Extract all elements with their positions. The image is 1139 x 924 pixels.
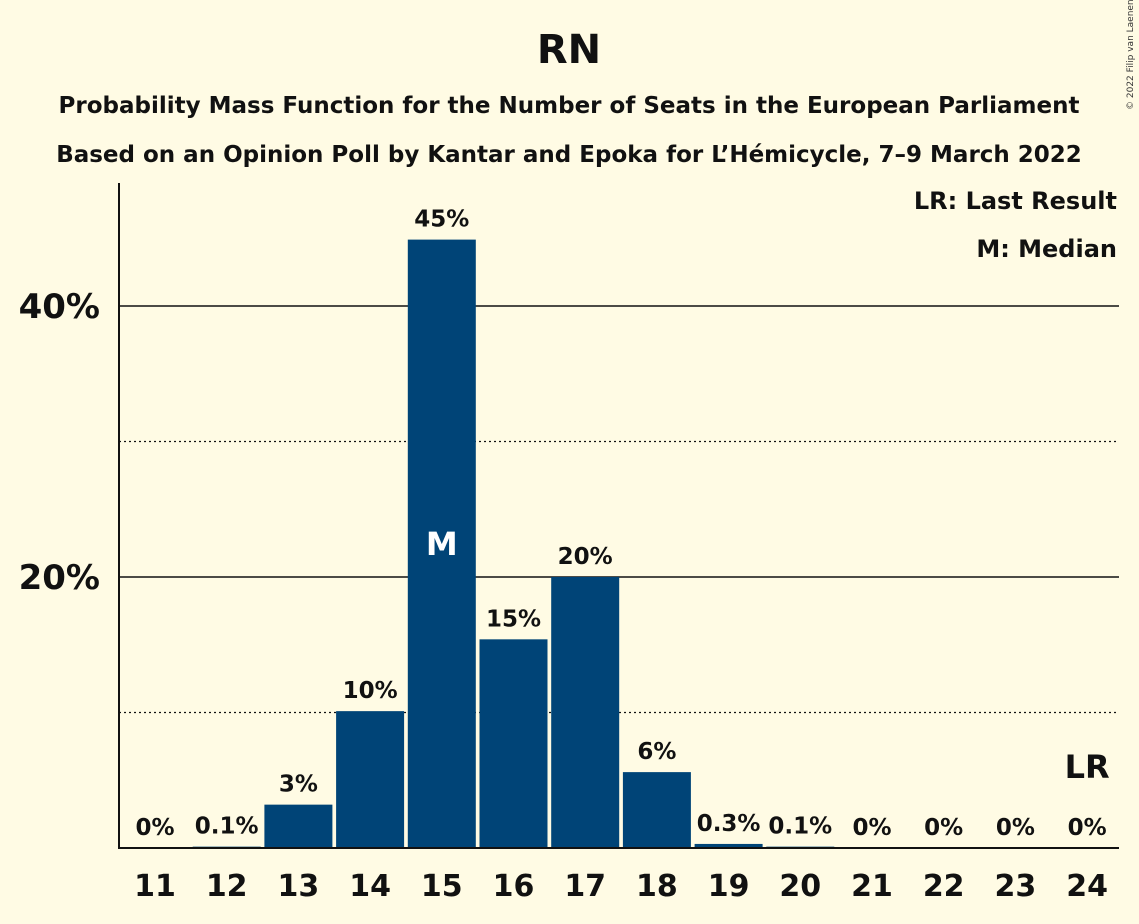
data-label-seats-21: 0% xyxy=(852,815,891,841)
chart-subtitle-line-1: Probability Mass Function for the Number… xyxy=(59,93,1080,119)
data-label-seats-17: 20% xyxy=(558,544,613,570)
data-label-seats-18: 6% xyxy=(637,739,676,765)
data-label-seats-13: 3% xyxy=(279,772,318,798)
data-label-seats-20: 0.1% xyxy=(768,814,832,840)
data-label-seats-22: 0% xyxy=(924,815,963,841)
data-label-seats-15: 45% xyxy=(414,207,469,233)
x-tick-label-13: 13 xyxy=(278,869,320,904)
median-marker: M xyxy=(426,525,458,563)
bar-seats-15 xyxy=(407,239,476,849)
bar-seats-16 xyxy=(479,639,548,848)
data-label-seats-24: 0% xyxy=(1068,815,1107,841)
x-tick-label-18: 18 xyxy=(636,869,678,904)
data-label-seats-11: 0% xyxy=(135,815,174,841)
y-axis-ticks: 20% 40% xyxy=(19,287,100,598)
data-label-seats-23: 0% xyxy=(996,815,1035,841)
data-label-seats-14: 10% xyxy=(343,678,398,704)
data-label-seats-19: 0.3% xyxy=(697,811,761,837)
data-label-seats-16: 15% xyxy=(486,606,541,632)
x-tick-label-15: 15 xyxy=(421,869,463,904)
legend-median: M: Median xyxy=(976,235,1117,263)
data-label-seats-12: 0.1% xyxy=(195,814,259,840)
bar-seats-19 xyxy=(694,843,763,848)
last-result-marker: LR xyxy=(1065,748,1110,786)
x-tick-label-23: 23 xyxy=(995,869,1037,904)
bar-seats-18 xyxy=(622,772,691,848)
x-tick-label-24: 24 xyxy=(1066,869,1108,904)
x-tick-label-11: 11 xyxy=(134,869,176,904)
chart-subtitle-line-2: Based on an Opinion Poll by Kantar and E… xyxy=(56,142,1082,168)
bar-seats-14 xyxy=(336,711,405,848)
copyright-notice: © 2022 Filip van Laenen xyxy=(1126,0,1136,110)
y-tick-label: 20% xyxy=(19,558,100,598)
x-axis-ticks: 11 12 13 14 15 16 17 18 19 20 21 22 23 24 xyxy=(134,869,1108,904)
bar-seats-17 xyxy=(551,577,620,848)
x-tick-label-19: 19 xyxy=(708,869,750,904)
x-tick-label-12: 12 xyxy=(206,869,248,904)
x-tick-label-20: 20 xyxy=(779,869,821,904)
x-tick-label-22: 22 xyxy=(923,869,965,904)
bar-seats-13 xyxy=(264,804,333,848)
x-tick-label-16: 16 xyxy=(493,869,535,904)
x-tick-label-17: 17 xyxy=(564,869,606,904)
data-labels: 0% 0.1% 3% 10% 45% M 15% 20% 6% 0.3% 0.1% 0% 0% 0% 0% L… xyxy=(135,207,1109,841)
chart-title: RN xyxy=(537,27,601,73)
y-tick-label: 40% xyxy=(19,287,100,327)
x-tick-label-21: 21 xyxy=(851,869,893,904)
bars xyxy=(192,239,835,849)
legend-last-result: LR: Last Result xyxy=(914,187,1117,215)
x-tick-label-14: 14 xyxy=(349,869,391,904)
